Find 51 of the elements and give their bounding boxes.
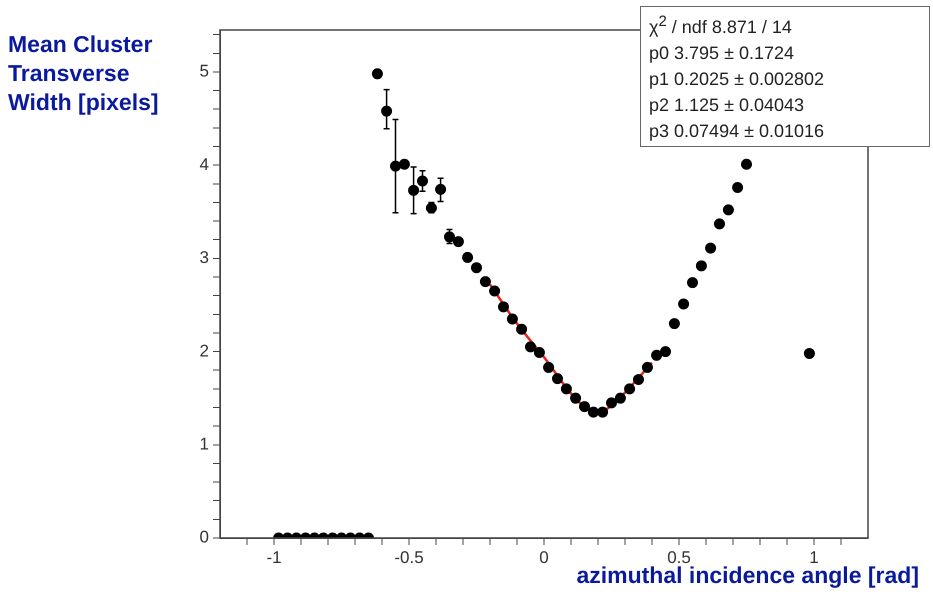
annotation: p3 0.07494 ± 0.01016 [649, 120, 826, 143]
point [534, 347, 545, 358]
y-tick-label: 0 [200, 528, 209, 547]
y-tick-label: 3 [200, 248, 209, 268]
y-tick-label: 2 [200, 341, 209, 360]
point [525, 341, 536, 352]
annotation: p2 1.125 ± 0.04043 [649, 94, 806, 117]
point [614, 392, 626, 404]
point [588, 406, 599, 418]
y-tick-label: 1 [200, 434, 209, 454]
point [570, 392, 582, 404]
point [552, 373, 563, 384]
point [372, 68, 383, 80]
point [597, 406, 608, 418]
point [471, 262, 482, 274]
point [462, 252, 474, 263]
point [651, 350, 662, 361]
point [624, 383, 636, 394]
x-tick-label: -1 [266, 548, 282, 567]
point [687, 277, 698, 288]
x-tick-label: -0.5 [394, 548, 424, 567]
point [722, 204, 734, 216]
point [642, 362, 653, 373]
y-tick-label: 5 [200, 62, 209, 81]
point [732, 182, 744, 194]
point [705, 242, 716, 254]
point [579, 401, 590, 412]
point [516, 324, 528, 335]
point [660, 346, 671, 358]
point [714, 218, 725, 230]
point [398, 158, 410, 170]
annotation: χ$^{2}$ / ndf 8.871 / 14 [649, 12, 793, 39]
point [633, 374, 644, 386]
point [480, 276, 491, 288]
annotation: p0 3.795 ± 0.1724 [649, 42, 796, 65]
point [506, 313, 518, 324]
point [498, 301, 509, 312]
point [696, 260, 707, 272]
point [452, 236, 464, 248]
point [543, 362, 554, 373]
point [560, 383, 572, 394]
y-tick-label: 4 [200, 154, 209, 174]
annotation: p1 0.2025 ± 0.002802 [649, 68, 826, 91]
point [606, 397, 617, 408]
point [489, 285, 500, 296]
point [678, 298, 690, 310]
point [668, 318, 680, 330]
point [741, 158, 752, 170]
x-tick-label: 0 [539, 548, 549, 567]
point [804, 348, 815, 359]
y-axis-title: Mean Cluster Transverse Width [pixels] [8, 30, 160, 117]
